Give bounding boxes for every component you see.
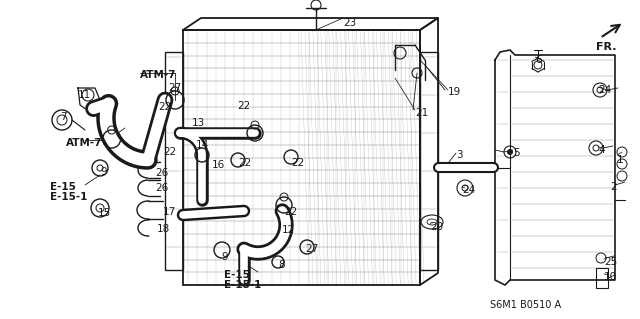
Text: 24: 24	[462, 185, 476, 195]
Text: ATM-7: ATM-7	[140, 70, 177, 80]
Text: 6: 6	[535, 55, 541, 65]
Text: 26: 26	[155, 168, 168, 178]
Text: ATM-7: ATM-7	[66, 138, 102, 148]
Text: 15: 15	[98, 208, 111, 218]
Text: 26: 26	[155, 183, 168, 193]
Text: 22: 22	[291, 158, 304, 168]
Text: E-15-1: E-15-1	[224, 280, 261, 290]
Text: 22: 22	[237, 101, 250, 111]
Text: 9: 9	[100, 167, 107, 177]
Bar	[420, 52, 438, 270]
Text: 2: 2	[610, 182, 616, 192]
Text: 22: 22	[163, 147, 176, 157]
Text: 4: 4	[598, 145, 605, 155]
Circle shape	[508, 150, 513, 154]
Text: 22: 22	[158, 102, 172, 112]
Text: E-15: E-15	[50, 182, 76, 192]
Text: 5: 5	[513, 148, 520, 158]
Bar	[165, 52, 183, 270]
Text: 10: 10	[604, 272, 617, 282]
Bar	[183, 30, 420, 285]
Text: 27: 27	[305, 244, 318, 254]
Text: 19: 19	[448, 87, 461, 97]
Text: 16: 16	[212, 160, 225, 170]
Text: 14: 14	[196, 140, 209, 150]
Text: 25: 25	[604, 257, 617, 267]
Text: 12: 12	[282, 225, 295, 235]
Text: 17: 17	[163, 207, 176, 217]
Text: 27: 27	[168, 83, 181, 93]
Text: 8: 8	[278, 260, 285, 270]
Text: 7: 7	[60, 112, 67, 122]
Text: FR.: FR.	[596, 42, 616, 52]
Text: 3: 3	[456, 150, 463, 160]
Text: S6M1 B0510 A: S6M1 B0510 A	[490, 300, 561, 310]
Text: 18: 18	[157, 224, 170, 234]
Text: 22: 22	[284, 207, 297, 217]
Text: 22: 22	[238, 158, 252, 168]
Text: 9: 9	[221, 252, 228, 262]
Text: E-15-1: E-15-1	[50, 192, 88, 202]
Text: 21: 21	[415, 108, 428, 118]
Text: 20: 20	[430, 222, 443, 232]
Text: 24: 24	[598, 85, 611, 95]
Text: 23: 23	[343, 18, 356, 28]
Text: 13: 13	[192, 118, 205, 128]
Text: 1: 1	[617, 155, 623, 165]
Bar	[596, 268, 608, 288]
Text: E-15: E-15	[224, 270, 250, 280]
Text: 11: 11	[78, 90, 92, 100]
